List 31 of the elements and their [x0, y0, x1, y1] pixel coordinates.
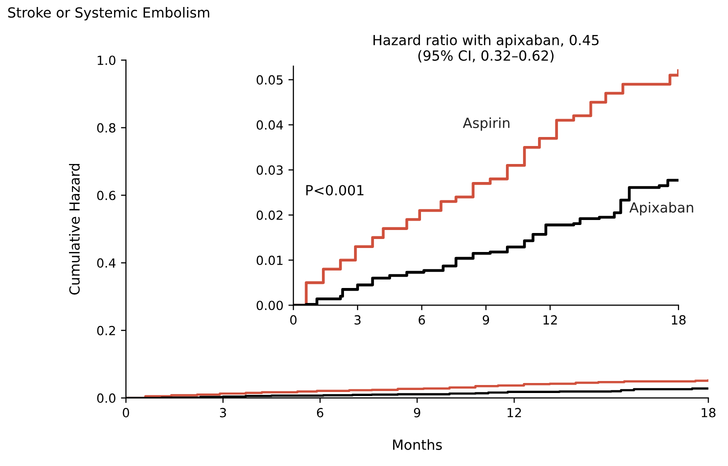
x-tick-label: 12 — [544, 315, 557, 324]
y-tick-label: 1.0 — [98, 56, 116, 66]
x-tick-label: 9 — [414, 408, 420, 418]
x-tick-label: 18 — [672, 315, 686, 325]
annotation: P<0.001 — [306, 184, 364, 196]
y-tick-label: 0.6 — [97, 190, 116, 200]
x-tick-label: 0 — [290, 315, 297, 325]
y-tick-label: 0.04 — [256, 120, 283, 130]
chart-title: Stroke or Systemic Embolism — [8, 6, 210, 20]
series-label: Apixaban — [629, 202, 694, 216]
y-tick-label: 0.2 — [97, 326, 115, 336]
x-tick-label: 9 — [482, 315, 490, 325]
x-axis-title: Months — [393, 439, 442, 450]
x-tick-label: 18 — [702, 408, 716, 418]
y-axis-title: Cumulative Hazard — [69, 164, 80, 295]
series-label: Aspirin — [462, 117, 510, 131]
x-tick-label: 12 — [508, 408, 521, 418]
y-tick-label: 0.02 — [256, 210, 282, 220]
y-tick-label: 0.03 — [256, 165, 283, 175]
y-tick-label: 0.00 — [256, 300, 283, 310]
y-tick-label: 0.01 — [256, 256, 283, 266]
x-tick-label: 3 — [354, 315, 361, 325]
y-tick-label: 0.4 — [97, 258, 116, 268]
x-tick-label: 0 — [122, 408, 130, 418]
x-tick-label: 6 — [316, 408, 324, 418]
y-tick-label: 0.0 — [97, 393, 116, 403]
chart-title: Hazard ratio with apixaban, 0.45 (95% CI, 0.32–0.62) — [374, 34, 599, 62]
x-tick-label: 6 — [418, 315, 425, 325]
y-tick-label: 0.05 — [256, 75, 283, 85]
y-tick-label: 0.8 — [97, 123, 116, 133]
x-tick-label: 3 — [220, 408, 226, 418]
